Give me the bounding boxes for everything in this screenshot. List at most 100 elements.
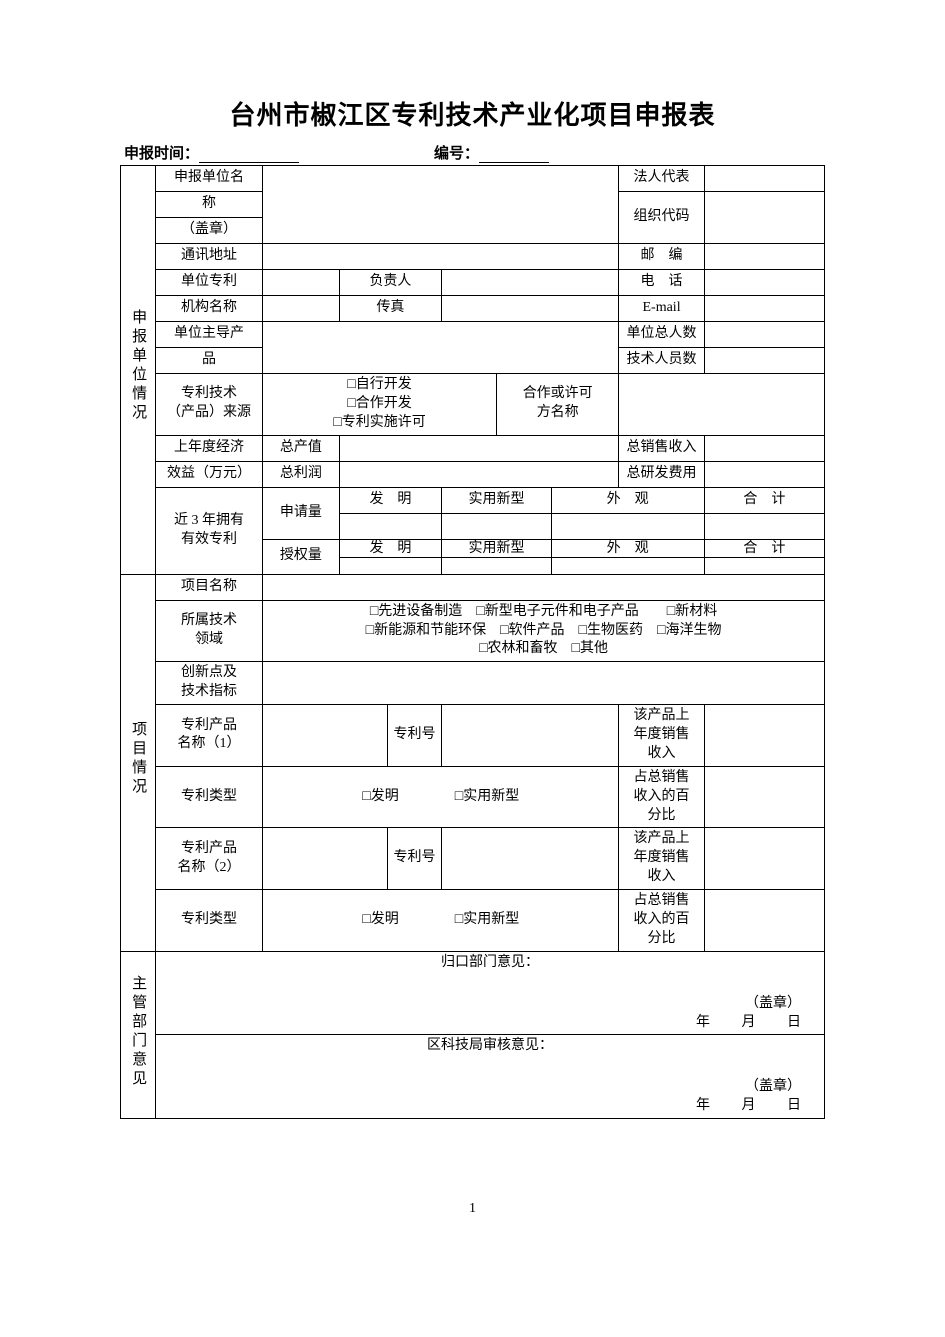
field-apply-invention[interactable]: [339, 513, 442, 539]
dept-opinion-block[interactable]: 归口部门意见： （盖章） 年 月 日: [155, 951, 824, 1035]
serial-value[interactable]: [479, 145, 549, 163]
field-tech-people[interactable]: [704, 348, 824, 374]
field-prod-sales-1[interactable]: [704, 705, 824, 767]
label-patent-type-1: 专利类型: [155, 766, 262, 828]
label-last-year-1: 上年度经济: [155, 435, 262, 461]
apply-time-label: 申报时间：: [124, 146, 199, 162]
field-patent-no-2[interactable]: [442, 828, 619, 890]
field-tech-source-options[interactable]: □自行开发 □合作开发 □专利实施许可: [263, 374, 497, 436]
label-legal-rep: 法人代表: [619, 166, 704, 192]
page-title: 台州市椒江区专利技术产业化项目申报表: [120, 95, 825, 132]
label-patent-no-2: 专利号: [387, 828, 442, 890]
field-patent-no-1[interactable]: [442, 705, 619, 767]
label-main-product-2: 品: [155, 348, 262, 374]
field-phone[interactable]: [704, 270, 824, 296]
date-d-2: 日: [787, 1098, 801, 1113]
field-patent-type-1[interactable]: □发明 □实用新型: [263, 766, 619, 828]
field-proj-name[interactable]: [263, 574, 825, 600]
label-unit-name-1: 申报单位名: [155, 166, 262, 192]
label-postcode: 邮 编: [619, 244, 704, 270]
field-owner[interactable]: [442, 270, 619, 296]
field-apply-total[interactable]: [704, 513, 824, 539]
label-main-product-1: 单位主导产: [155, 322, 262, 348]
field-unit-patent[interactable]: [263, 270, 340, 296]
field-total-people[interactable]: [704, 322, 824, 348]
field-total-rd[interactable]: [704, 461, 824, 487]
label-email: E-mail: [619, 296, 704, 322]
grant-total-cell: 合 计: [704, 539, 824, 574]
date-y-2: 年: [696, 1098, 710, 1113]
label-design-2: 外 观: [552, 540, 704, 558]
field-patent-type-2[interactable]: □发明 □实用新型: [263, 890, 619, 952]
apply-time-value[interactable]: [199, 145, 299, 163]
label-org-code: 组织代码: [619, 192, 704, 244]
field-partner[interactable]: [619, 374, 825, 436]
label-tech-people: 技术人员数: [619, 348, 704, 374]
field-fax[interactable]: [442, 296, 619, 322]
label-unit-name-3: （盖章）: [155, 218, 262, 244]
date-d-1: 日: [787, 1015, 801, 1030]
label-total-profit: 总利润: [263, 461, 340, 487]
label-total-1: 合 计: [704, 487, 824, 513]
field-grant-design[interactable]: [552, 558, 704, 574]
label-tech-field: 所属技术 领域: [155, 600, 262, 662]
date-m-1: 月: [742, 1015, 756, 1030]
label-innovation: 创新点及 技术指标: [155, 662, 262, 705]
label-invention-2: 发 明: [340, 540, 442, 558]
label-pct-1: 占总销售 收入的百 分比: [619, 766, 704, 828]
date-m-2: 月: [742, 1098, 756, 1113]
label-recent3: 近 3 年拥有 有效专利: [155, 487, 262, 574]
field-org-name[interactable]: [263, 296, 340, 322]
field-legal-rep[interactable]: [704, 166, 824, 192]
label-proj-name: 项目名称: [155, 574, 262, 600]
dept-opinion-label: 归口部门意见：: [159, 954, 821, 973]
field-total-output[interactable]: [339, 435, 619, 461]
field-org-code[interactable]: [704, 192, 824, 244]
label-utility-2: 实用新型: [442, 540, 550, 558]
field-pct-2[interactable]: [704, 890, 824, 952]
page-number: 1: [0, 1201, 945, 1217]
field-innovation[interactable]: [263, 662, 825, 705]
field-main-product[interactable]: [263, 322, 619, 374]
field-apply-utility[interactable]: [442, 513, 551, 539]
section-applicant: 申报单位情况: [121, 166, 156, 575]
label-patent-type-2: 专利类型: [155, 890, 262, 952]
stamp-label-2: （盖章）: [745, 1079, 801, 1094]
label-fax: 传真: [339, 296, 442, 322]
field-tech-field-options[interactable]: □先进设备制造 □新型电子元件和电子产品 □新材料 □新能源和节能环保 □软件产…: [263, 600, 825, 662]
label-patent-prod-2: 专利产品 名称（2）: [155, 828, 262, 890]
label-apply-qty: 申请量: [263, 487, 340, 539]
label-prod-sales-2: 该产品上 年度销售 收入: [619, 828, 704, 890]
label-unit-name-2: 称: [155, 192, 262, 218]
label-utility-1: 实用新型: [442, 487, 551, 513]
field-grant-invention[interactable]: [340, 558, 442, 574]
grant-utility-cell: 实用新型: [442, 539, 551, 574]
date-y-1: 年: [696, 1015, 710, 1030]
field-address[interactable]: [263, 244, 619, 270]
label-patent-prod-1: 专利产品 名称（1）: [155, 705, 262, 767]
stamp-label-1: （盖章）: [745, 996, 801, 1011]
label-total-sales: 总销售收入: [619, 435, 704, 461]
label-address: 通讯地址: [155, 244, 262, 270]
field-total-profit[interactable]: [339, 461, 619, 487]
field-prod-sales-2[interactable]: [704, 828, 824, 890]
label-total-output: 总产值: [263, 435, 340, 461]
field-postcode[interactable]: [704, 244, 824, 270]
field-grant-utility[interactable]: [442, 558, 550, 574]
field-pct-1[interactable]: [704, 766, 824, 828]
label-invention-1: 发 明: [339, 487, 442, 513]
label-design-1: 外 观: [551, 487, 704, 513]
field-unit-name[interactable]: [263, 166, 619, 244]
field-patent-prod-1-name[interactable]: [263, 705, 388, 767]
field-total-sales[interactable]: [704, 435, 824, 461]
label-pct-2: 占总销售 收入的百 分比: [619, 890, 704, 952]
bureau-opinion-block[interactable]: 区科技局审核意见： （盖章） 年 月 日: [155, 1035, 824, 1119]
label-tech-source: 专利技术 （产品）来源: [155, 374, 262, 436]
section-authority: 主管部门意见: [121, 951, 156, 1118]
field-email[interactable]: [704, 296, 824, 322]
label-partner: 合作或许可 方名称: [496, 374, 618, 436]
field-apply-design[interactable]: [551, 513, 704, 539]
section-project: 项目情况: [121, 574, 156, 951]
field-grant-total[interactable]: [705, 558, 824, 574]
field-patent-prod-2-name[interactable]: [263, 828, 388, 890]
